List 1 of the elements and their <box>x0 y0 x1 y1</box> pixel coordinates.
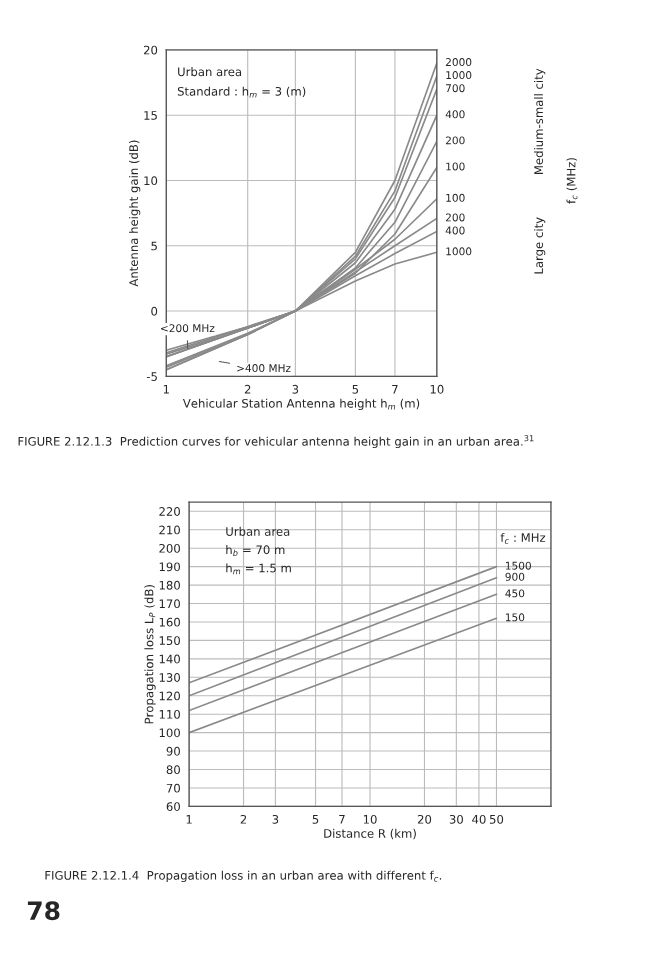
text: 78 <box>27 901 60 921</box>
